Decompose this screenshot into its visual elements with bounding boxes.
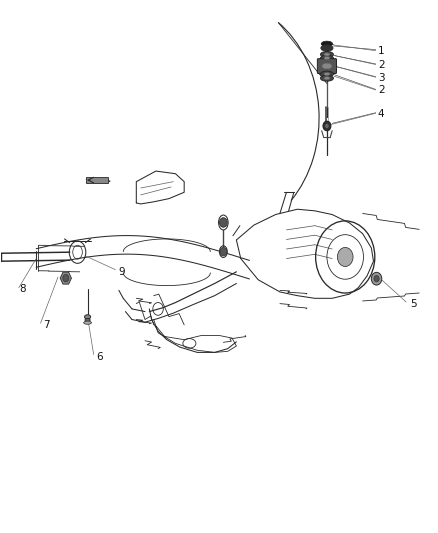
Ellipse shape — [321, 52, 333, 58]
Ellipse shape — [321, 55, 333, 61]
Ellipse shape — [85, 315, 91, 319]
Ellipse shape — [321, 45, 333, 51]
Ellipse shape — [323, 121, 331, 131]
Text: 2: 2 — [378, 85, 385, 95]
Ellipse shape — [84, 321, 92, 324]
Text: 3: 3 — [378, 72, 385, 83]
Text: 1: 1 — [378, 46, 385, 56]
Circle shape — [220, 247, 227, 256]
Text: 6: 6 — [96, 352, 103, 361]
Bar — [86, 177, 108, 183]
Ellipse shape — [85, 318, 90, 321]
Circle shape — [371, 272, 382, 285]
Text: 2: 2 — [378, 60, 385, 70]
Ellipse shape — [325, 123, 329, 128]
Ellipse shape — [321, 41, 332, 46]
Ellipse shape — [324, 53, 330, 56]
Circle shape — [337, 247, 353, 266]
Text: 7: 7 — [43, 320, 49, 330]
Circle shape — [374, 276, 379, 282]
Ellipse shape — [321, 75, 333, 81]
Text: 9: 9 — [118, 267, 125, 277]
Polygon shape — [60, 272, 71, 284]
Ellipse shape — [324, 77, 330, 80]
Circle shape — [219, 217, 227, 227]
Ellipse shape — [321, 71, 333, 77]
Ellipse shape — [324, 56, 330, 60]
Circle shape — [63, 274, 69, 282]
Ellipse shape — [322, 63, 332, 69]
FancyBboxPatch shape — [318, 59, 336, 74]
Text: 4: 4 — [378, 109, 385, 119]
Ellipse shape — [324, 72, 330, 76]
Text: 8: 8 — [19, 284, 25, 294]
Text: 5: 5 — [410, 298, 417, 309]
